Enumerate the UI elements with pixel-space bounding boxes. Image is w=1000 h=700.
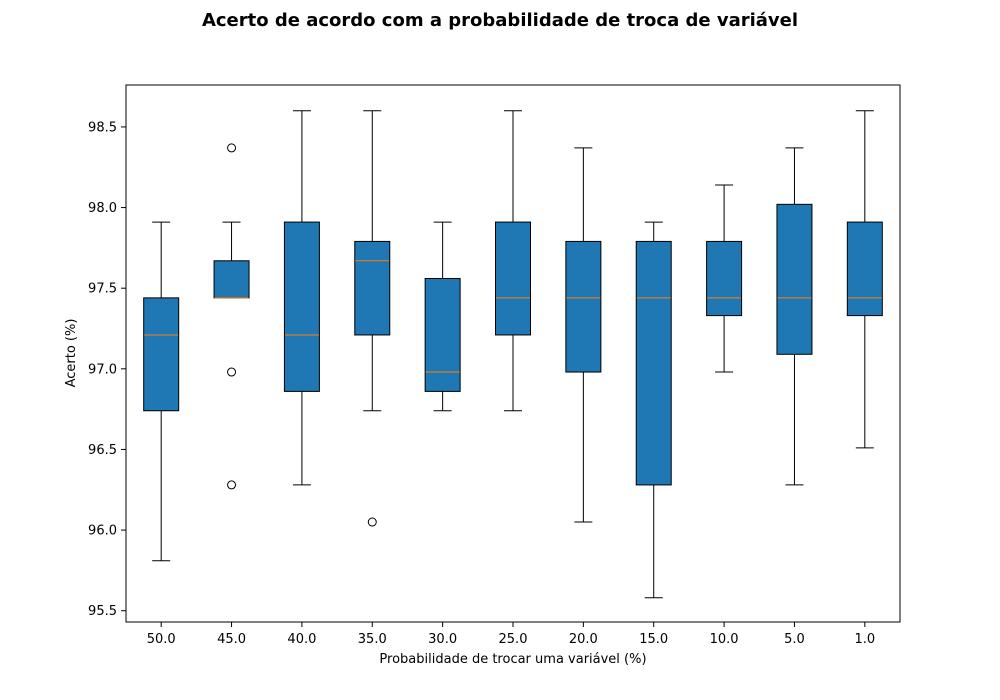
axis-layer: 95.5 96.0 96.5 97.0 97.5 98.0 98.5 50.0 45.0 40.0… [88, 120, 875, 647]
box-iqr [635, 240, 672, 486]
x-axis-label: Probabilidade de trocar uma variável (%) [379, 652, 646, 667]
x-tick-label: 10.0 [710, 632, 739, 647]
outlier-point [227, 143, 237, 153]
y-tick-label: 96.5 [88, 443, 117, 458]
x-tick-label: 25.0 [499, 632, 528, 647]
box-iqr [283, 221, 320, 392]
y-tick-label: 96.0 [88, 524, 117, 539]
box-iqr [776, 203, 813, 355]
x-tick-label: 15.0 [639, 632, 668, 647]
x-tick-label: 45.0 [217, 632, 246, 647]
y-axis-label: Acerto (%) [64, 319, 79, 388]
box-iqr [495, 221, 531, 336]
box-group [354, 110, 391, 527]
box-iqr [354, 240, 391, 336]
y-tick-label: 97.0 [88, 362, 117, 377]
x-tick-label: 30.0 [428, 632, 457, 647]
x-tick-label: 5.0 [784, 632, 805, 647]
box-iqr [706, 240, 743, 317]
outlier-point [227, 480, 237, 490]
box-iqr [143, 297, 180, 412]
outlier-point [227, 367, 237, 377]
chart-title: Acerto de acordo com a probabilidade de … [201, 10, 799, 31]
x-tick-label: 1.0 [854, 632, 875, 647]
y-tick-label: 97.5 [88, 282, 117, 297]
box-group [213, 143, 250, 490]
x-tick-label: 50.0 [147, 632, 176, 647]
box-group [846, 110, 883, 449]
box-group [283, 110, 320, 486]
box-iqr [846, 221, 883, 317]
box-iqr [424, 278, 461, 392]
x-tick-label: 35.0 [358, 632, 387, 647]
box-group [495, 110, 531, 412]
outlier-point [367, 517, 377, 527]
x-tick-label: 40.0 [287, 632, 316, 647]
y-tick-label: 95.5 [88, 604, 117, 619]
box-group [565, 147, 602, 523]
box-group [706, 184, 743, 373]
box-iqr [565, 240, 602, 373]
box-group [635, 221, 672, 599]
x-tick-label: 20.0 [569, 632, 598, 647]
box-iqr [213, 260, 250, 299]
y-tick-label: 98.5 [88, 120, 117, 135]
box-group [424, 221, 461, 412]
y-tick-label: 98.0 [88, 201, 117, 216]
plot-layer [143, 110, 883, 599]
box-group [776, 147, 813, 486]
box-group [143, 221, 180, 562]
